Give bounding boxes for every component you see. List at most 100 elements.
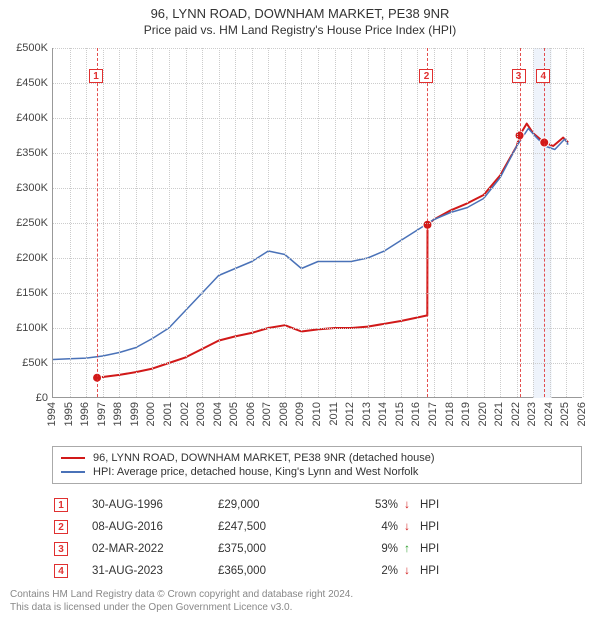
y-axis-label: £500K [2,42,48,54]
x-axis-label: 2024 [543,402,555,426]
event-row-price: £29,000 [218,499,328,511]
event-marker-line [544,48,545,397]
legend-label: 96, LYNN ROAD, DOWNHAM MARKET, PE38 9NR … [93,452,435,464]
x-axis-label: 2018 [444,402,456,426]
footer-attribution: Contains HM Land Registry data © Crown c… [10,589,590,614]
x-axis-label: 2011 [328,402,340,426]
arrow-up-icon: ↑ [398,543,416,555]
event-row: 130-AUG-1996£29,00053%↓HPI [52,494,582,516]
legend-swatch [61,471,85,473]
chart-subtitle: Price paid vs. HM Land Registry's House … [0,23,600,39]
event-row-date: 31-AUG-2023 [68,565,218,577]
gridline-v [434,48,435,397]
x-axis-label: 2017 [427,402,439,426]
event-row-marker: 3 [54,542,68,556]
x-axis-label: 2005 [228,402,240,426]
y-axis-label: £50K [2,357,48,369]
x-axis-label: 2012 [344,402,356,426]
event-row-date: 30-AUG-1996 [68,499,218,511]
events-table: 130-AUG-1996£29,00053%↓HPI208-AUG-2016£2… [52,494,582,582]
gridline-v [119,48,120,397]
x-axis-label: 2008 [278,402,290,426]
gridline-v [268,48,269,397]
event-row: 431-AUG-2023£365,0002%↓HPI [52,560,582,582]
x-axis-label: 2022 [510,402,522,426]
gridline-v [285,48,286,397]
x-axis-label: 1997 [96,402,108,426]
event-row-hpi-label: HPI [416,521,582,533]
gridline-v [152,48,153,397]
x-axis-label: 2015 [394,402,406,426]
event-row-hpi-label: HPI [416,499,582,511]
x-axis-label: 2014 [377,402,389,426]
chart-title: 96, LYNN ROAD, DOWNHAM MARKET, PE38 9NR [0,0,600,23]
gridline-v [368,48,369,397]
y-axis-label: £300K [2,182,48,194]
event-marker-line [427,48,428,397]
x-axis-label: 2007 [261,402,273,426]
gridline-v [533,48,534,397]
gridline-v [169,48,170,397]
x-axis-label: 2021 [493,402,505,426]
gridline-v [467,48,468,397]
gridline-v [566,48,567,397]
gridline-v [70,48,71,397]
gridline-v [103,48,104,397]
y-axis-label: £200K [2,252,48,264]
x-axis-label: 2013 [361,402,373,426]
arrow-down-icon: ↓ [398,521,416,533]
legend-box: 96, LYNN ROAD, DOWNHAM MARKET, PE38 9NR … [52,446,582,484]
y-axis-label: £100K [2,322,48,334]
gridline-v [351,48,352,397]
gridline-v [451,48,452,397]
gridline-v [484,48,485,397]
gridline-v [517,48,518,397]
gridline-v [318,48,319,397]
x-axis-label: 2004 [212,402,224,426]
x-axis-label: 2025 [559,402,571,426]
gridline-v [417,48,418,397]
gridline-v [219,48,220,397]
gridline-v [583,48,584,397]
x-axis-label: 1996 [79,402,91,426]
chart-plot-area [52,48,582,398]
event-marker-box: 1 [89,69,103,83]
y-axis-label: £350K [2,147,48,159]
x-axis-label: 2026 [576,402,588,426]
gridline-v [500,48,501,397]
event-row: 302-MAR-2022£375,0009%↑HPI [52,538,582,560]
event-row-pct: 2% [328,565,398,577]
event-marker-line [97,48,98,397]
x-axis-label: 2019 [460,402,472,426]
legend-swatch [61,457,85,459]
event-marker-box: 2 [419,69,433,83]
gridline-v [136,48,137,397]
x-axis-label: 2023 [526,402,538,426]
event-row-pct: 53% [328,499,398,511]
event-row-marker: 4 [54,564,68,578]
event-row: 208-AUG-2016£247,5004%↓HPI [52,516,582,538]
event-marker-box: 3 [512,69,526,83]
event-row-price: £365,000 [218,565,328,577]
x-axis-label: 2010 [311,402,323,426]
x-axis-label: 1999 [129,402,141,426]
event-row-date: 02-MAR-2022 [68,543,218,555]
legend-label: HPI: Average price, detached house, King… [93,466,418,478]
y-axis-label: £250K [2,217,48,229]
x-axis-label: 2000 [145,402,157,426]
x-axis-label: 2016 [410,402,422,426]
gridline-v [301,48,302,397]
gridline-v [401,48,402,397]
event-marker-line [520,48,521,397]
x-axis-label: 2003 [195,402,207,426]
event-row-date: 08-AUG-2016 [68,521,218,533]
event-row-marker: 2 [54,520,68,534]
event-row-hpi-label: HPI [416,543,582,555]
footer-line-2: This data is licensed under the Open Gov… [10,602,590,615]
gridline-v [186,48,187,397]
event-row-price: £375,000 [218,543,328,555]
footer-line-1: Contains HM Land Registry data © Crown c… [10,589,590,602]
gridline-v [235,48,236,397]
arrow-down-icon: ↓ [398,499,416,511]
gridline-v [86,48,87,397]
